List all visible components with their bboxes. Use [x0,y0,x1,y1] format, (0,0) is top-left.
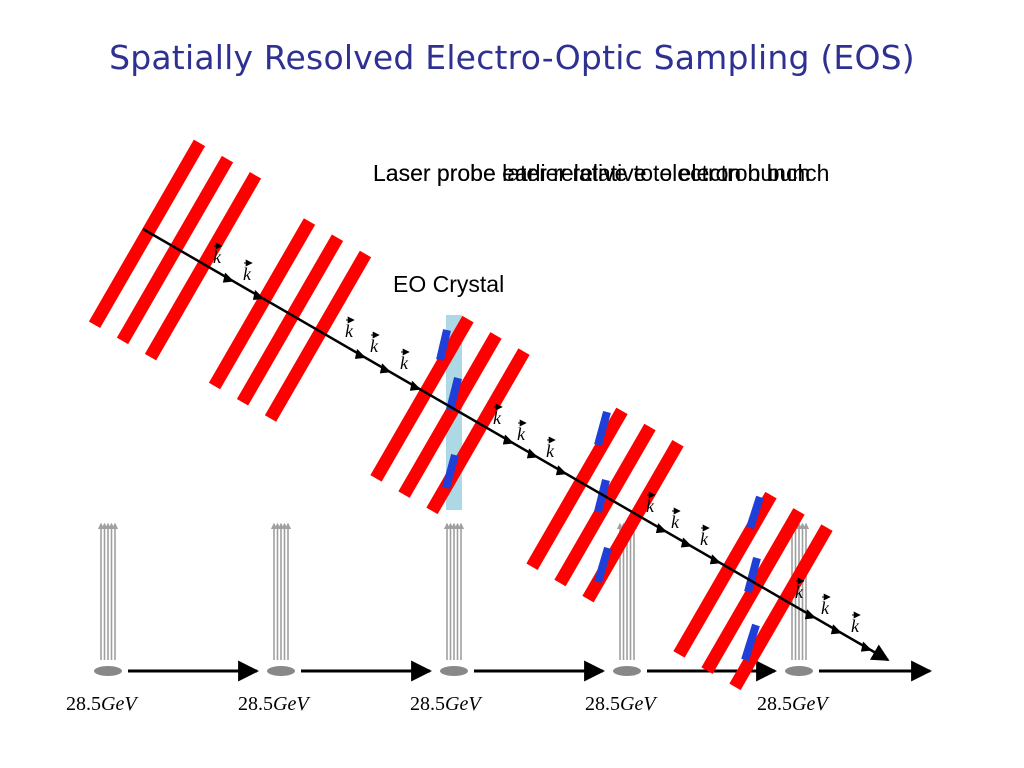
beam-tick-icon [804,609,817,620]
field-overlap-segment [744,556,761,594]
eo-crystal-label: EO Crystal [393,271,504,297]
energy-label: 28.5GeV [238,693,311,715]
wave-vector-label: k [493,408,502,428]
wave-vector-label: k [671,512,680,532]
beam-tick-icon [252,290,265,300]
laser-propagation-line [142,227,890,662]
laser-pulse [208,218,372,422]
laser-pulse-stripes [88,139,833,691]
bunch-energy-labels: 28.5GeV 28.5GeV 28.5GeV 28.5GeV 28.5GeV [66,693,830,715]
wave-vector-label: k [821,598,830,618]
caption-laser-probe-earlier: Laser probe earlier relative to electron… [373,160,829,186]
field-overlap-segment [436,329,451,361]
caption-laser-probe-later: Laser probe later relative to electron b… [373,160,810,186]
wave-vector-label: k [795,582,804,602]
energy-label: 28.5GeV [585,693,658,715]
energy-label: 28.5GeV [757,693,830,715]
laser-stripe [729,524,833,691]
field-overlap-segment [746,495,764,530]
wave-vector-label: k [546,441,555,461]
energy-label: 28.5GeV [410,693,483,715]
laser-stripe [208,218,316,390]
laser-pulse [88,139,262,361]
energy-unit: GeV [101,693,139,715]
field-overlap-segment [741,623,760,662]
energy-label: 28.5GeV [66,693,139,715]
beam-tick-icon [709,554,722,565]
laser-stripe [88,139,206,328]
beam-tick-icon [502,434,515,445]
laser-stripe [370,315,474,482]
energy-unit: GeV [445,693,483,715]
energy-value: 28.5 [410,693,445,715]
wave-vector-label: k [213,247,222,267]
field-overlap-segment [442,453,459,490]
laser-stripe [116,155,234,345]
energy-unit: GeV [792,693,830,715]
electron-bunch [267,666,295,676]
energy-value: 28.5 [238,693,273,715]
beam-tick-icon [409,380,422,391]
field-overlap-segment [594,546,612,584]
energy-value: 28.5 [757,693,792,715]
page-title: Spatially Resolved Electro-Optic Samplin… [109,38,915,77]
electron-bunch [440,666,468,676]
energy-value: 28.5 [585,693,620,715]
energy-unit: GeV [273,693,311,715]
energy-value: 28.5 [66,693,101,715]
beam-tick-icon [354,349,367,359]
field-overlap-segment [594,479,610,513]
field-overlap-segment [594,410,611,447]
beam-tick-icon [680,537,693,548]
wave-vector-label: k [517,424,526,444]
energy-unit: GeV [620,693,658,715]
laser-stripe [526,407,628,570]
electron-field-lines [97,522,810,660]
laser-stripe [701,508,805,674]
wave-vector-label: k [700,529,709,549]
beam-tick-icon [555,465,568,476]
beam-tick-icon [860,641,873,652]
beam-tick-icon [379,363,392,374]
laser-stripe [144,172,262,361]
wave-vector-label: k [400,353,409,373]
beam-tick-icon [655,523,668,534]
electron-bunch [613,666,641,676]
field-overlap-segment [446,377,462,411]
electron-bunch [785,666,813,676]
wave-vector-label: k [345,321,354,341]
wave-vector-label: k [851,616,860,636]
wave-vector-label: k [370,336,379,356]
wave-vector-label: k [243,264,252,284]
electron-bunches [94,660,933,682]
laser-stripe [554,423,656,587]
laser-stripe [236,234,344,406]
beam-tick-icon [526,448,539,459]
laser-stripe [264,250,372,422]
beam-tick-icon [830,624,843,635]
wave-vector-label: k [646,496,655,516]
laser-stripe [398,332,502,498]
electron-bunch [94,666,122,676]
beam-tick-icon [222,272,235,283]
